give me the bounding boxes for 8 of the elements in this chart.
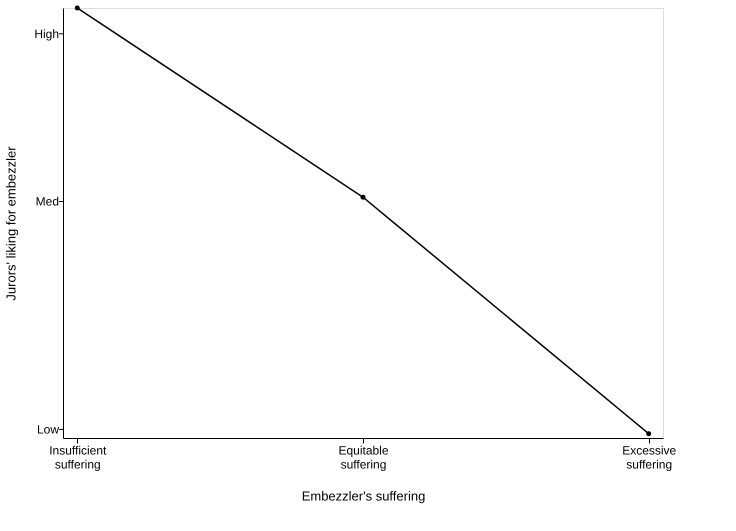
x-tick-label: Equitable suffering: [338, 444, 389, 472]
x-axis-title: Embezzler's suffering: [302, 488, 426, 504]
text: Med: [36, 194, 59, 208]
y-axis-title: Jurors' liking for embezzler: [4, 146, 18, 301]
x-tick-label: Insufficient suffering: [49, 444, 108, 472]
x-tick-label: Excessive suffering: [622, 444, 677, 472]
text: Low: [36, 422, 60, 436]
text: High: [34, 26, 59, 41]
